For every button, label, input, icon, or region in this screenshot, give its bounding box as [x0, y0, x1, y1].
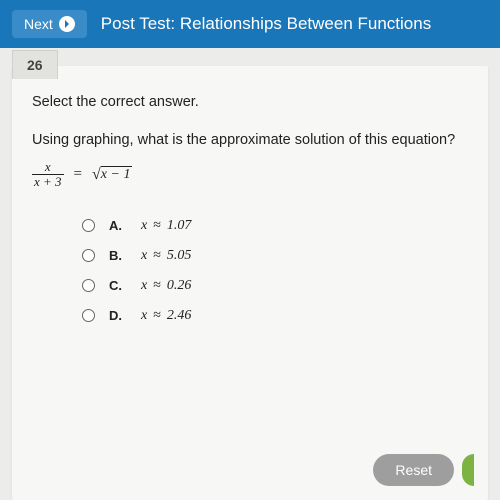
option-value: x ≈ 0.26 — [141, 278, 191, 294]
next-label: Next — [24, 16, 53, 32]
option-a[interactable]: A. x ≈ 1.07 — [82, 218, 468, 234]
option-value: x ≈ 5.05 — [141, 248, 191, 264]
option-label: C. — [109, 278, 127, 293]
card-body: Select the correct answer. Using graphin… — [12, 66, 488, 356]
question-card: 26 Select the correct answer. Using grap… — [12, 66, 488, 500]
radical-icon: √ — [92, 166, 101, 184]
fraction: x x + 3 — [32, 160, 64, 190]
square-root: √ x − 1 — [92, 166, 132, 184]
page-title: Post Test: Relationships Between Functio… — [101, 14, 431, 34]
question-number: 26 — [12, 50, 58, 79]
equation: x x + 3 = √ x − 1 — [32, 160, 468, 190]
option-label: D. — [109, 308, 127, 323]
content-area: 26 Select the correct answer. Using grap… — [0, 48, 500, 500]
arrow-right-icon — [59, 16, 75, 32]
option-label: B. — [109, 248, 127, 263]
instruction-text: Select the correct answer. — [32, 94, 468, 110]
app-header: Next Post Test: Relationships Between Fu… — [0, 0, 500, 48]
next-button[interactable]: Next — [12, 10, 87, 38]
options-list: A. x ≈ 1.07 B. x ≈ 5.05 — [82, 218, 468, 324]
equals-sign: = — [74, 166, 82, 183]
option-label: A. — [109, 218, 127, 233]
option-value: x ≈ 2.46 — [141, 308, 191, 324]
denominator: x + 3 — [32, 174, 64, 189]
submit-button-edge[interactable] — [462, 454, 474, 486]
option-b[interactable]: B. x ≈ 5.05 — [82, 248, 468, 264]
reset-button[interactable]: Reset — [373, 454, 454, 486]
radio-icon[interactable] — [82, 279, 95, 292]
option-value: x ≈ 1.07 — [141, 218, 191, 234]
card-footer: Reset — [373, 454, 474, 486]
radio-icon[interactable] — [82, 249, 95, 262]
option-d[interactable]: D. x ≈ 2.46 — [82, 308, 468, 324]
radio-icon[interactable] — [82, 219, 95, 232]
question-text: Using graphing, what is the approximate … — [32, 132, 468, 148]
radicand: x − 1 — [101, 166, 133, 183]
radio-icon[interactable] — [82, 309, 95, 322]
numerator: x — [45, 160, 51, 174]
option-c[interactable]: C. x ≈ 0.26 — [82, 278, 468, 294]
